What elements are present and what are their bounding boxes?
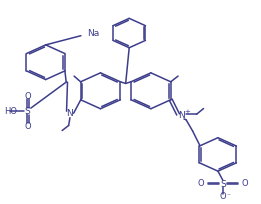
Text: ⁻: ⁻: [226, 191, 230, 200]
Text: S: S: [220, 180, 226, 188]
Text: O: O: [198, 179, 205, 188]
Text: Na: Na: [87, 29, 100, 38]
Text: N: N: [178, 111, 185, 120]
Text: S: S: [25, 107, 30, 116]
Text: O: O: [241, 179, 248, 188]
Text: O: O: [220, 192, 226, 201]
Text: N: N: [67, 109, 73, 118]
Text: HO: HO: [4, 107, 17, 116]
Text: O: O: [24, 122, 31, 131]
Text: O: O: [24, 92, 31, 101]
Text: +: +: [185, 109, 191, 115]
